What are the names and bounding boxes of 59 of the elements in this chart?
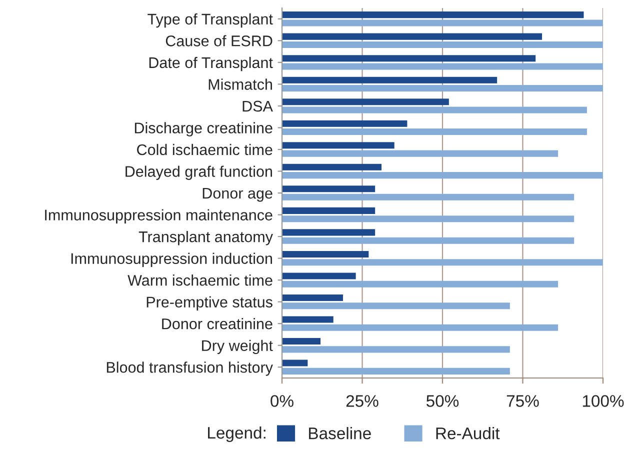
y-tick-label: Mismatch <box>208 78 272 90</box>
legend-label: Re-Audit <box>436 427 500 440</box>
bar <box>282 368 510 374</box>
bar <box>282 259 603 266</box>
bar <box>282 150 558 157</box>
bar <box>282 186 376 192</box>
bar <box>282 76 498 84</box>
y-tick-label: Warm ischaemic time <box>128 274 272 286</box>
y-tick-label: Discharge creatinine <box>134 122 272 136</box>
bar <box>282 360 308 366</box>
y-tick-label: Donor creatinine <box>162 318 272 330</box>
bar <box>282 41 603 48</box>
bar <box>282 106 587 114</box>
bar <box>282 207 376 214</box>
bar <box>282 338 321 345</box>
bar <box>282 55 536 62</box>
y-tick-label: Cold ischaemic time <box>137 144 272 156</box>
y-tick-label: Delayed graft function <box>126 166 272 180</box>
y-tick-label: Dry weight <box>202 340 273 354</box>
bar <box>282 20 603 26</box>
bar <box>282 194 574 200</box>
x-tick-label: 0% <box>270 395 294 407</box>
bar <box>282 84 603 92</box>
bar <box>282 33 542 40</box>
x-tick-label: 100% <box>582 395 624 407</box>
y-tick-label: Immunosuppression induction <box>71 252 272 267</box>
y-tick-label: Blood transfusion history <box>106 362 273 376</box>
y-tick-label: Donor age <box>202 188 272 202</box>
bar <box>282 164 382 170</box>
y-tick-label: Date of Transplant <box>149 56 273 72</box>
bar <box>282 216 574 222</box>
bar <box>282 280 558 288</box>
bar <box>282 316 334 323</box>
x-tick-label: 25% <box>346 395 378 407</box>
y-tick-label: Pre-emptive status <box>146 296 272 311</box>
bar <box>282 237 574 244</box>
y-tick-label: Cause of ESRD <box>166 35 272 46</box>
bar <box>282 346 510 353</box>
x-tick-label: 50% <box>426 395 459 407</box>
bar <box>282 302 510 310</box>
x-tick-label: 75% <box>506 395 539 407</box>
bar <box>282 324 558 331</box>
bar <box>282 120 408 127</box>
bar <box>282 142 394 149</box>
bar <box>282 172 603 179</box>
y-tick-label: Transplant anatomy <box>138 230 273 246</box>
bar <box>282 98 449 106</box>
bar <box>282 250 369 258</box>
legend-label: Baseline <box>309 427 371 440</box>
y-tick-label: Type of Transplant <box>148 13 273 28</box>
bar <box>282 294 343 302</box>
bar <box>282 272 356 280</box>
bar <box>282 63 603 70</box>
bar <box>282 229 376 236</box>
y-tick-label: Immunosuppression maintenance <box>45 209 272 224</box>
bar <box>282 12 584 18</box>
y-tick-label: DSA <box>242 100 273 112</box>
bar <box>282 128 587 136</box>
legend-title: Legend: <box>208 426 266 442</box>
